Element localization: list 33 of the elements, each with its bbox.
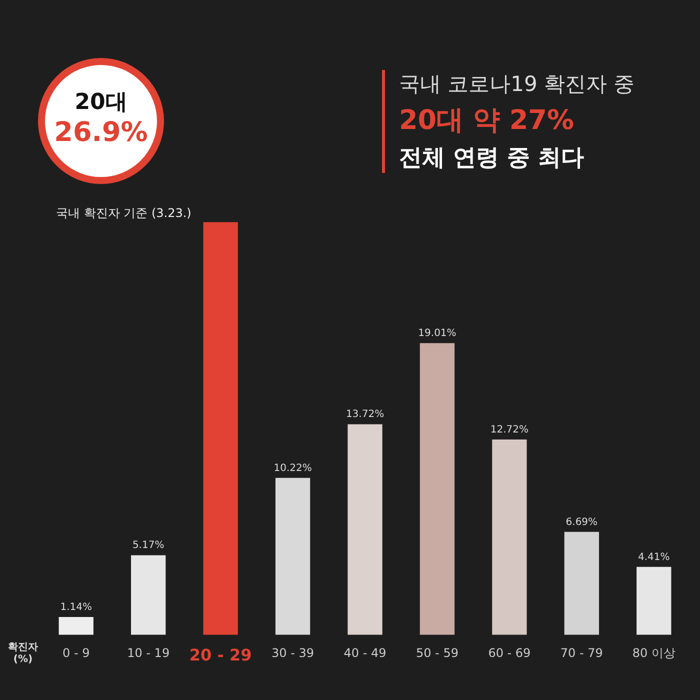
bar (636, 566, 672, 635)
data-label: 6.69% (566, 516, 598, 528)
chart-title: 국내 코로나19 확진자 중 (399, 71, 635, 98)
text: 26.9% (53, 117, 149, 148)
data-label: 13.72% (346, 409, 384, 420)
x-tick-label: 60 - 69 (488, 646, 531, 660)
text: 국내 확진자 기준 (3.23.) (56, 205, 192, 222)
data-label: 10.22% (274, 462, 312, 474)
x-tick-label: 80 이상 (632, 646, 676, 660)
text: 전체 연령 중 최다 (399, 144, 586, 173)
x-tick-label: 40 - 49 (344, 646, 386, 660)
data-label: 5.17% (132, 540, 164, 552)
bar (492, 440, 527, 635)
bar (203, 222, 238, 635)
bar (420, 343, 455, 635)
x-tick-label: 0 - 9 (62, 646, 90, 660)
x-tick-label: 10 - 19 (127, 646, 170, 660)
bar (275, 478, 310, 635)
chart-subtitle: 20대 약 27% (399, 104, 575, 138)
bar (564, 532, 599, 635)
x-tick-label: 30 - 39 (272, 646, 314, 660)
bar (131, 555, 166, 635)
text: 20대 (74, 89, 128, 117)
data-label: 12.72% (490, 424, 529, 436)
x-tick-label: 70 - 79 (560, 646, 603, 660)
x-tick-label: 50 - 59 (416, 646, 458, 660)
bar (348, 424, 382, 635)
bar (58, 616, 94, 635)
data-label: 4.41% (638, 552, 670, 563)
y-axis-title: 확진자 (%) (8, 641, 38, 665)
data-label: 1.14% (60, 602, 92, 613)
data-label: 19.01% (418, 328, 456, 340)
x-tick-label: 20 - 29 (189, 646, 252, 665)
